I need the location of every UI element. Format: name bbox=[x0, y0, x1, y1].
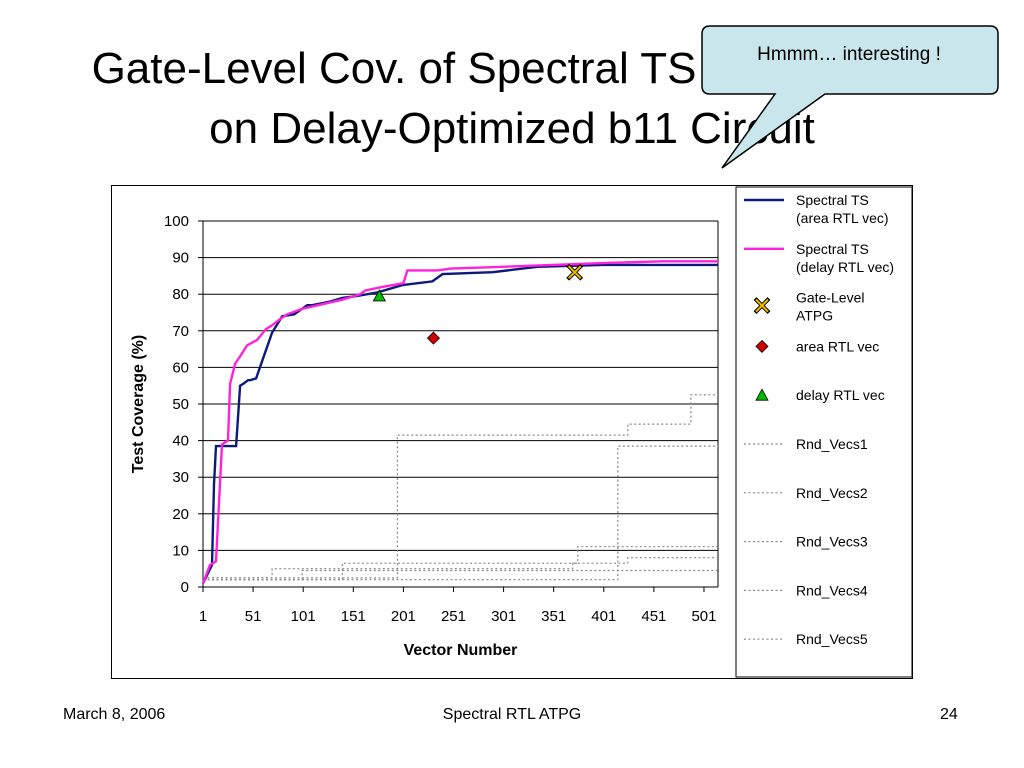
y-tick-label: 20 bbox=[172, 506, 189, 523]
legend-marker-area-rtl-vec bbox=[755, 339, 769, 353]
legend-marker-gate-level-atpg bbox=[753, 297, 771, 315]
series-line-rnd-vecs3 bbox=[203, 546, 718, 579]
legend-box bbox=[735, 186, 912, 678]
footer-page-number: 24 bbox=[940, 706, 958, 723]
y-tick-label: 50 bbox=[172, 396, 189, 413]
x-tick-label: 301 bbox=[491, 608, 516, 625]
x-tick-label: 151 bbox=[341, 608, 366, 625]
x-axis-label: Vector Number bbox=[404, 642, 518, 659]
x-tick-label: 101 bbox=[291, 608, 316, 625]
point-gate-level-atpg bbox=[566, 263, 584, 281]
y-tick-label: 10 bbox=[172, 542, 189, 559]
x-tick-label: 201 bbox=[391, 608, 416, 625]
y-tick-label: 0 bbox=[181, 579, 189, 596]
x-tick-label: 1 bbox=[199, 608, 207, 625]
y-tick-label: 90 bbox=[172, 250, 189, 267]
y-tick-label: 30 bbox=[172, 469, 189, 486]
footer-title: Spectral RTL ATPG bbox=[442, 706, 582, 723]
y-axis-label: Test Coverage (%) bbox=[130, 335, 147, 473]
point-gate-level-atpg-fill bbox=[567, 265, 582, 280]
legend-label: Rnd_Vecs5 bbox=[796, 631, 868, 647]
chart-frame: 0 10 20 30 40 50 60 70 80 90 100 1 51 101 151 201 251 301… bbox=[111, 185, 913, 679]
legend-marker-gate-level-atpg-fill bbox=[755, 298, 769, 313]
y-tick-label: 40 bbox=[172, 433, 189, 450]
speech-callout bbox=[701, 25, 999, 169]
legend-label: Spectral TS bbox=[796, 192, 869, 208]
x-tick-label: 251 bbox=[441, 608, 466, 625]
slide-title-line1: Gate-Level Cov. of Spectral TS bbox=[91, 44, 697, 93]
legend-label: delay RTL vec bbox=[796, 387, 885, 403]
slide-title-line2: on Delay-Optimized b11 Circuit bbox=[209, 104, 815, 153]
y-tick-label: 100 bbox=[164, 213, 189, 230]
x-tick-label: 501 bbox=[691, 608, 716, 625]
legend-label: Spectral TS bbox=[796, 241, 869, 257]
footer-date: March 8, 2006 bbox=[63, 706, 166, 723]
legend-marker-delay-rtl-vec bbox=[755, 388, 769, 401]
series-line-rnd-vecs4 bbox=[203, 557, 718, 581]
series-line-rnd-vecs1 bbox=[203, 394, 718, 579]
x-tick-label: 351 bbox=[541, 608, 566, 625]
y-tick-label: 70 bbox=[172, 323, 189, 340]
x-tick-label: 51 bbox=[245, 608, 262, 625]
series-line-rnd-vecs2 bbox=[203, 445, 718, 581]
point-area-rtl-vec bbox=[426, 331, 441, 345]
legend-label: (area RTL vec) bbox=[796, 210, 889, 226]
y-tick-label: 80 bbox=[172, 286, 189, 303]
y-tick-label: 60 bbox=[172, 359, 189, 376]
legend-label: Rnd_Vecs1 bbox=[796, 436, 868, 452]
legend-label: ATPG bbox=[796, 308, 833, 324]
legend-label: Rnd_Vecs2 bbox=[796, 485, 868, 501]
legend-label: Gate-Level bbox=[796, 290, 864, 306]
legend-label: Rnd_Vecs4 bbox=[796, 582, 868, 598]
legend-label: area RTL vec bbox=[796, 338, 879, 354]
series-line-rnd-vecs5 bbox=[203, 569, 718, 581]
point-delay-rtl-vec bbox=[372, 289, 387, 302]
series-line-spectral-ts-delay-rtl-vec bbox=[201, 260, 718, 584]
callout-text: Hmmm… interesting ! bbox=[757, 44, 941, 65]
legend-label: (delay RTL vec) bbox=[796, 259, 894, 275]
x-tick-label: 401 bbox=[591, 608, 616, 625]
x-tick-label: 451 bbox=[641, 608, 666, 625]
legend-label: Rnd_Vecs3 bbox=[796, 534, 868, 550]
callout-bubble bbox=[701, 25, 999, 169]
series-line-spectral-ts-area-rtl-vec bbox=[201, 263, 718, 584]
